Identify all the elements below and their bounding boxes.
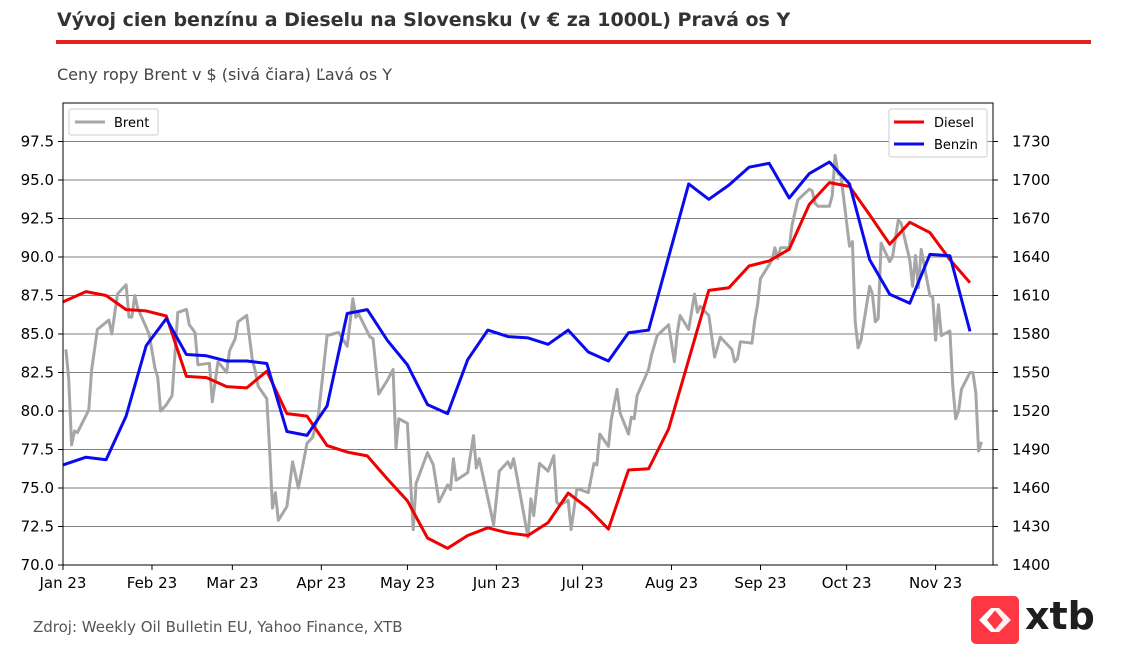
x-tick-label: Jan 23: [39, 574, 87, 592]
y-left-tick-label: 85.0: [21, 325, 54, 343]
y-right-tick-label: 1550: [1012, 364, 1050, 382]
y-left-tick-label: 72.5: [21, 518, 54, 536]
y-right-tick-label: 1580: [1012, 325, 1050, 343]
x-tick-label: Jun 23: [472, 574, 520, 592]
chart-title: Vývoj cien benzínu a Dieselu na Slovensk…: [57, 9, 791, 31]
legend-label-brent: Brent: [114, 116, 149, 131]
y-left-tick-label: 97.5: [21, 133, 54, 151]
y-right-tick-label: 1700: [1012, 171, 1050, 189]
legend-label-diesel: Diesel: [934, 116, 974, 131]
source-note: Zdroj: Weekly Oil Bulletin EU, Yahoo Fin…: [33, 618, 403, 636]
y-left-tick-label: 75.0: [21, 479, 54, 497]
y-left-tick-label: 80.0: [21, 402, 54, 420]
y-left-tick-label: 70.0: [21, 556, 54, 574]
y-left-tick-label: 90.0: [21, 248, 54, 266]
series-line-brent: [64, 153, 983, 539]
x-tick-label: Feb 23: [127, 574, 177, 592]
xtb-x-mark-icon: [971, 596, 1019, 644]
legend-label-benzin: Benzin: [934, 138, 978, 153]
y-right-tick-label: 1610: [1012, 287, 1050, 305]
y-left-tick-label: 92.5: [21, 210, 54, 228]
xtb-logo-text: xtb: [1025, 594, 1095, 638]
title-underline: [56, 40, 1091, 44]
x-tick-label: Apr 23: [296, 574, 346, 592]
y-right-tick-label: 1670: [1012, 210, 1050, 228]
y-left-tick-label: 87.5: [21, 287, 54, 305]
y-right-tick-label: 1430: [1012, 518, 1050, 536]
y-left-tick-label: 82.5: [21, 364, 54, 382]
series-line-benzin: [62, 160, 972, 467]
price-chart: Jan 23 Feb 23 Mar 23 Apr 23 May 23 Jun 23 Jul …: [21, 102, 1050, 592]
chart-subtitle: Ceny ropy Brent v $ (sivá čiara) Ľavá os…: [57, 65, 393, 84]
y-right-tick-label: 1400: [1012, 556, 1050, 574]
y-right-tick-label: 1490: [1012, 441, 1050, 459]
x-tick-label: Mar 23: [206, 574, 258, 592]
y-left-tick-label: 95.0: [21, 171, 54, 189]
xtb-logo: xtb: [971, 594, 1101, 644]
y-right-tick-label: 1460: [1012, 479, 1050, 497]
x-tick-label: Sep 23: [734, 574, 786, 592]
y-right-tick-label: 1640: [1012, 248, 1050, 266]
series-line-diesel: [62, 181, 972, 550]
x-tick-label: Nov 23: [909, 574, 962, 592]
legend-left-box: [68, 108, 159, 136]
y-right-tick-label: 1520: [1012, 402, 1050, 420]
y-right-tick-label: 1730: [1012, 133, 1050, 151]
y-left-tick-label: 77.5: [21, 441, 54, 459]
x-tick-label: May 23: [380, 574, 435, 592]
x-tick-label: Jul 23: [561, 574, 604, 592]
x-tick-label: Aug 23: [645, 574, 698, 592]
x-tick-label: Oct 23: [822, 574, 872, 592]
